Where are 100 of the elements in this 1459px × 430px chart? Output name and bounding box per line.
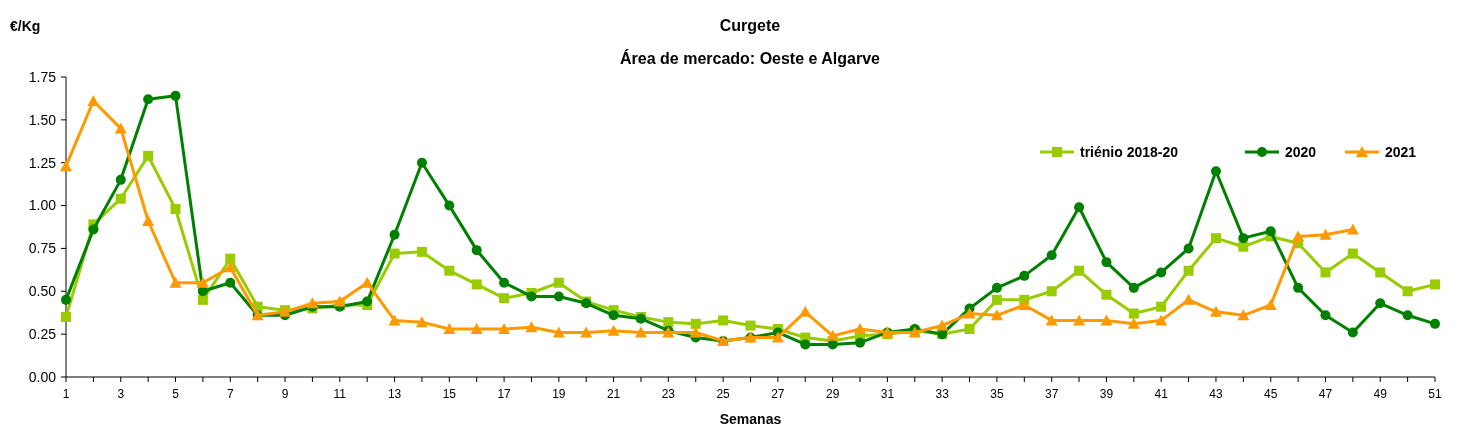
legend-label: triénio 2018-20 (1080, 143, 1179, 160)
point (61, 312, 71, 322)
point (1156, 301, 1167, 312)
point (990, 309, 1003, 321)
y-tick-label: 1.25 (28, 154, 57, 171)
point (1074, 202, 1085, 213)
x-tick-label: 27 (771, 387, 785, 401)
point (225, 277, 236, 288)
point (443, 323, 456, 334)
x-tick-label: 9 (281, 387, 289, 401)
point (1375, 267, 1386, 278)
point (444, 265, 455, 276)
point (525, 321, 538, 333)
point (1101, 289, 1112, 300)
point (1320, 310, 1331, 321)
point (745, 320, 756, 331)
point (1210, 233, 1221, 244)
y-tick-label: 1.50 (28, 111, 57, 128)
point (1128, 282, 1139, 293)
point (1046, 250, 1057, 261)
point (114, 122, 127, 134)
x-tick-label: 37 (1045, 387, 1059, 401)
x-tick-label: 41 (1154, 387, 1169, 401)
point (689, 326, 702, 338)
x-tick-label: 13 (387, 387, 402, 401)
point (1019, 270, 1030, 281)
legend-label: 2020 (1285, 143, 1317, 160)
point (553, 277, 564, 288)
x-tick-label: 25 (716, 387, 731, 401)
point (1183, 243, 1194, 254)
point (1292, 230, 1305, 242)
point (991, 282, 1002, 293)
point (415, 316, 428, 328)
point (580, 326, 593, 338)
point (224, 261, 237, 273)
point (416, 157, 427, 168)
point (1320, 267, 1331, 278)
point (1156, 267, 1167, 278)
legend-label: 2021 (1385, 143, 1417, 160)
x-tick-label: 47 (1318, 387, 1333, 401)
point (771, 331, 784, 343)
point (1209, 305, 1222, 317)
x-tick-label: 19 (552, 387, 566, 401)
point (143, 150, 154, 161)
point (1018, 299, 1031, 310)
x-tick-label: 29 (825, 387, 840, 401)
point (196, 276, 209, 288)
point (964, 324, 975, 334)
point (1128, 308, 1139, 319)
point (1347, 327, 1358, 338)
point (1210, 166, 1221, 177)
point (553, 291, 564, 302)
point (1430, 279, 1440, 290)
point (1237, 309, 1250, 321)
point (225, 253, 236, 264)
point (854, 323, 867, 334)
point (690, 318, 701, 329)
point (142, 215, 155, 226)
point (416, 246, 427, 257)
point (634, 326, 647, 338)
point (333, 295, 346, 307)
point (389, 229, 400, 240)
x-tick-label: 51 (1428, 387, 1442, 401)
x-tick-label: 45 (1264, 387, 1278, 401)
x-tick-label: 23 (661, 387, 676, 401)
point (936, 319, 949, 331)
point (1073, 314, 1086, 326)
point (471, 245, 482, 256)
x-tick-label: 15 (442, 387, 457, 401)
y-tick-label: 0.25 (28, 326, 57, 343)
x-tick-label: 33 (935, 387, 950, 401)
point (499, 277, 510, 288)
x-axis-title: Semanas (719, 411, 782, 427)
point (1127, 317, 1140, 329)
point (1100, 314, 1113, 326)
y-tick-label: 0.50 (28, 283, 57, 300)
point (389, 248, 400, 259)
point (1264, 299, 1277, 310)
point (60, 160, 72, 172)
point (170, 204, 181, 214)
y-tick-label: 1.00 (28, 197, 57, 214)
point (1074, 265, 1085, 276)
chart-title: Curgete (719, 17, 781, 34)
point (87, 95, 100, 106)
point (1046, 286, 1057, 297)
point (718, 315, 729, 326)
point (826, 329, 839, 341)
point (1293, 282, 1304, 293)
point (1319, 228, 1332, 240)
point (61, 294, 71, 305)
point (1402, 310, 1413, 321)
point (115, 174, 126, 185)
point (1347, 248, 1358, 259)
point (362, 296, 373, 307)
point (88, 224, 99, 235)
point (608, 310, 619, 321)
point (1155, 314, 1168, 326)
point (1045, 314, 1058, 326)
point (197, 294, 208, 305)
point (306, 297, 319, 309)
